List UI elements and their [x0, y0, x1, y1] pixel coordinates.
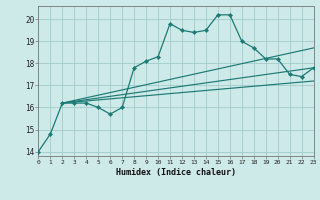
- X-axis label: Humidex (Indice chaleur): Humidex (Indice chaleur): [116, 168, 236, 177]
